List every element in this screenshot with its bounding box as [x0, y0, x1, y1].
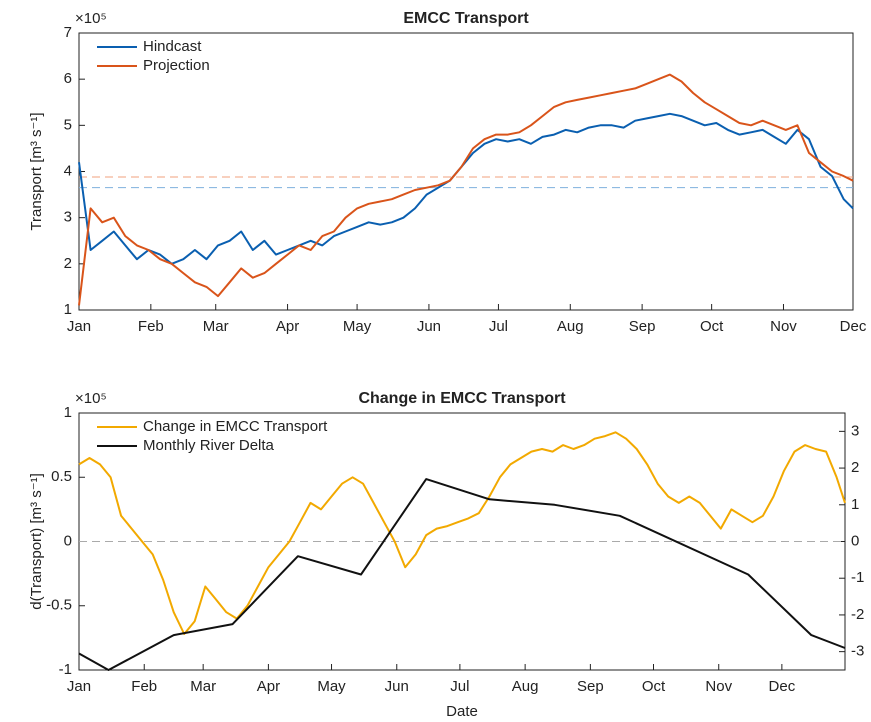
x-tick-label: Mar — [203, 318, 229, 335]
y2-tick-label: 2 — [851, 459, 859, 476]
data-line — [78, 73, 854, 306]
y-tick-label: 0 — [64, 532, 72, 549]
y-tick-label: 7 — [64, 24, 72, 41]
x-axis-label: Date — [446, 703, 478, 720]
y2-tick-label: 3 — [851, 422, 859, 439]
x-tick-label: Jun — [385, 678, 409, 695]
y-tick-label: 6 — [64, 70, 72, 87]
x-tick-label: Sep — [577, 678, 604, 695]
x-tick-label: Feb — [131, 678, 157, 695]
y-tick-label: 5 — [64, 116, 72, 133]
x-tick-label: Jan — [67, 678, 91, 695]
legend-label: Monthly River Delta — [143, 437, 275, 454]
x-tick-label: Sep — [629, 318, 656, 335]
x-tick-label: Dec — [769, 678, 796, 695]
y-axis-label: Transport [m³ s⁻¹] — [28, 112, 45, 230]
data-line — [78, 478, 846, 671]
x-tick-label: Apr — [257, 678, 280, 695]
y-tick-label: 3 — [64, 209, 72, 226]
data-line — [78, 112, 854, 265]
y-tick-label: 0.5 — [51, 468, 72, 485]
legend-label: Projection — [143, 57, 210, 74]
legend-label: Change in EMCC Transport — [143, 418, 328, 435]
x-tick-label: Aug — [557, 318, 584, 335]
x-tick-label: Oct — [700, 318, 724, 335]
y-tick-label: -1 — [59, 661, 72, 678]
x-tick-label: Jun — [417, 318, 441, 335]
y-tick-label: 2 — [64, 255, 72, 272]
chart-title: EMCC Transport — [403, 10, 529, 27]
y2-tick-label: 0 — [851, 532, 859, 549]
x-tick-label: Jul — [489, 318, 508, 335]
chart-title: Change in EMCC Transport — [358, 390, 566, 407]
y2-tick-label: -2 — [851, 606, 864, 623]
legend-label: Hindcast — [143, 38, 202, 55]
x-tick-label: Jan — [67, 318, 91, 335]
y2-tick-label: 1 — [851, 496, 859, 513]
x-tick-label: Oct — [642, 678, 666, 695]
y-tick-label: -0.5 — [46, 597, 72, 614]
x-tick-label: May — [317, 678, 346, 695]
y-tick-label: 4 — [64, 162, 72, 179]
y-exponent: ×10⁵ — [75, 10, 107, 27]
x-tick-label: Feb — [138, 318, 164, 335]
x-tick-label: May — [343, 318, 372, 335]
y-axis-label: d(Transport) [m³ s⁻¹] — [28, 473, 45, 610]
x-tick-label: Mar — [190, 678, 216, 695]
x-tick-label: Dec — [840, 318, 867, 335]
y-exponent: ×10⁵ — [75, 390, 107, 407]
x-tick-label: Nov — [770, 318, 797, 335]
y2-tick-label: -3 — [851, 643, 864, 660]
x-tick-label: Jul — [450, 678, 469, 695]
x-tick-label: Aug — [512, 678, 539, 695]
x-tick-label: Nov — [705, 678, 732, 695]
y-tick-label: 1 — [64, 301, 72, 318]
x-tick-label: Apr — [276, 318, 299, 335]
data-line — [78, 431, 846, 635]
plot-frame — [78, 32, 854, 311]
y2-tick-label: -1 — [851, 569, 864, 586]
y-tick-label: 1 — [64, 404, 72, 421]
